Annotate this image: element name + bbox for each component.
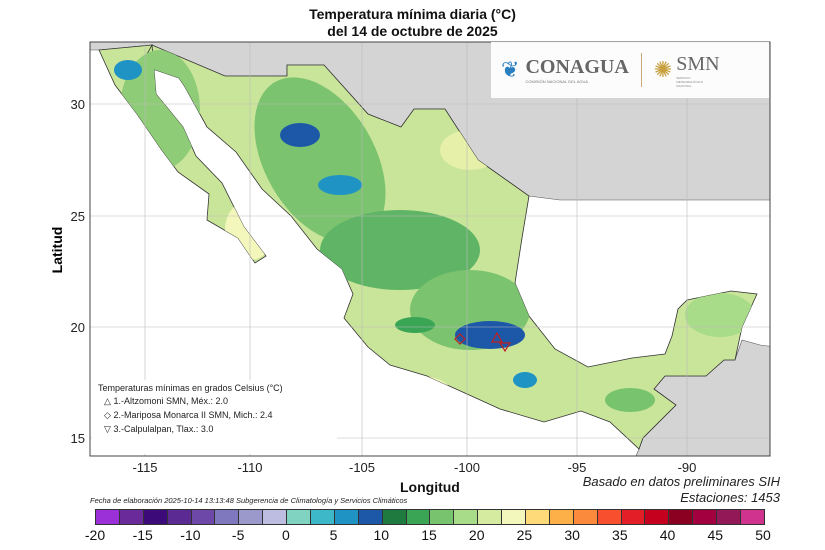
colorbar-bin: [143, 510, 168, 524]
legend-item: △ 1.-Altzomoni SMN, Méx.: 2.0: [104, 396, 337, 407]
footer-note: Fecha de elaboración 2025-10-14 13:13:48…: [90, 496, 408, 505]
colorbar-bin: [669, 510, 694, 524]
colorbar-bin: [358, 510, 383, 524]
x-tick: -110: [237, 460, 262, 475]
stations-count: Estaciones: 1453: [680, 490, 780, 505]
colorbar-bin: [215, 510, 240, 524]
colorbar-bin: [287, 510, 312, 524]
station-legend: Temperaturas mínimas en grados Celsius (…: [92, 380, 337, 454]
colorbar-bin: [645, 510, 670, 524]
colorbar-label: 35: [612, 527, 628, 543]
colorbar-bin: [334, 510, 359, 524]
colorbar-label: 15: [421, 527, 437, 543]
colorbar-bin: [621, 510, 646, 524]
legend-item-text: 1.-Altzomoni SMN, Méx.: 2.0: [113, 396, 228, 406]
colorbar-bin: [96, 510, 120, 524]
colorbar-label: 5: [329, 527, 338, 543]
station-markers: [454, 331, 512, 353]
colorbar-bin: [597, 510, 622, 524]
diamond-icon: ◇: [104, 410, 111, 420]
colorbar-label: 50: [755, 527, 771, 543]
colorbar-bin: [454, 510, 479, 524]
y-tick: 15: [71, 431, 85, 446]
title-line-2: del 14 de octubre de 2025: [327, 23, 498, 39]
colorbar-bin: [502, 510, 527, 524]
colorbar-bin: [191, 510, 216, 524]
legend-item: ◇ 2.-Mariposa Monarca II SMN, Mich.: 2.4: [104, 410, 337, 421]
colorbar: [95, 509, 765, 525]
y-tick: 20: [71, 320, 85, 335]
colorbar-bin: [263, 510, 288, 524]
y-axis-label: Latitud: [49, 227, 65, 274]
smn-subtitle: SERVICIO METEOROLÓGICO NACIONAL: [676, 75, 704, 88]
smn-logo-icon: ✺: [653, 57, 673, 82]
conagua-subtitle: COMISIÓN NACIONAL DEL AGUA: [525, 79, 589, 84]
x-tick: -115: [132, 460, 157, 475]
colorbar-label: -5: [231, 527, 245, 543]
x-tick: -100: [454, 460, 480, 475]
y-tick: 30: [71, 97, 85, 112]
source-note: Basado en datos preliminares SIH: [582, 474, 780, 489]
colorbar-bin: [526, 510, 550, 524]
colorbar-label: 45: [707, 527, 724, 543]
triangle-up-icon: △: [104, 396, 111, 406]
colorbar-bin: [693, 510, 718, 524]
legend-item-text: 3.-Calpulalpan, Tlax.: 3.0: [113, 424, 214, 434]
colorbar-label: 40: [659, 527, 676, 543]
map-frame: [89, 41, 771, 457]
colorbar-label: 0: [281, 527, 290, 543]
colorbar-bin: [430, 510, 455, 524]
colorbar-label: -20: [84, 527, 106, 543]
x-tick: -105: [349, 460, 375, 475]
title-line-1: Temperatura mínima diaria (°C): [309, 6, 516, 22]
colorbar-bin: [239, 510, 264, 524]
colorbar-label: 20: [468, 527, 485, 543]
colorbar-label: -10: [180, 527, 201, 543]
x-tick: -95: [568, 460, 587, 475]
colorbar-label: 25: [516, 527, 533, 543]
conagua-logo-icon: ❦: [501, 57, 520, 82]
triangle-down-icon: [498, 342, 512, 353]
logo-divider: [640, 53, 642, 87]
triangle-up-icon: [490, 331, 504, 343]
x-tick: -90: [678, 460, 697, 475]
y-tick: 25: [71, 209, 85, 224]
smn-logo: SMN: [676, 52, 720, 75]
colorbar-label: 10: [373, 527, 390, 543]
conagua-logo: CONAGUA: [525, 56, 629, 78]
legend-item: ▽ 3.-Calpulalpan, Tlax.: 3.0: [104, 424, 337, 435]
legend-title: Temperaturas mínimas en grados Celsius (…: [98, 383, 283, 393]
colorbar-bin: [167, 510, 192, 524]
colorbar-bin: [717, 510, 742, 524]
colorbar-bin: [119, 510, 144, 524]
legend-item-text: 2.-Mariposa Monarca II SMN, Mich.: 2.4: [113, 410, 273, 420]
colorbar-bin: [382, 510, 407, 524]
colorbar-bin: [549, 510, 574, 524]
logos-panel: ❦ CONAGUA COMISIÓN NACIONAL DEL AGUA ✺ S…: [491, 42, 769, 98]
colorbar-label: 30: [564, 527, 580, 543]
colorbar-bin: [573, 510, 598, 524]
x-axis-label: Longitud: [400, 479, 460, 495]
triangle-down-icon: ▽: [104, 424, 111, 434]
colorbar-bin: [741, 510, 764, 524]
colorbar-bin: [478, 510, 503, 524]
colorbar-bin: [311, 510, 335, 524]
colorbar-label: -15: [132, 527, 153, 543]
diamond-icon: [454, 333, 466, 345]
colorbar-bin: [406, 510, 431, 524]
